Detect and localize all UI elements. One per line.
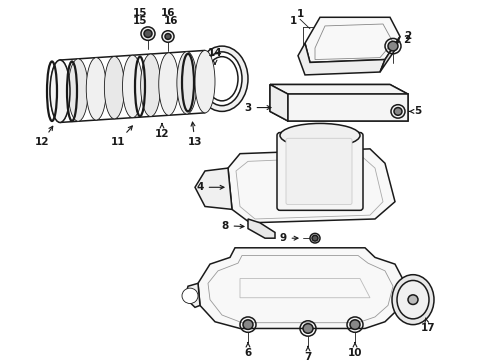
Polygon shape (270, 85, 288, 121)
Text: 15: 15 (133, 16, 147, 26)
Ellipse shape (195, 50, 215, 113)
Text: 14: 14 (208, 48, 222, 64)
Circle shape (144, 30, 152, 37)
Polygon shape (288, 94, 408, 121)
Polygon shape (380, 36, 400, 72)
Ellipse shape (159, 53, 179, 115)
Text: 12: 12 (155, 124, 169, 139)
Ellipse shape (141, 54, 161, 116)
Circle shape (141, 27, 155, 40)
Circle shape (394, 108, 402, 115)
Text: 6: 6 (245, 343, 252, 359)
Ellipse shape (50, 60, 70, 122)
Polygon shape (248, 219, 275, 238)
Polygon shape (228, 149, 395, 223)
Circle shape (162, 31, 174, 42)
Polygon shape (298, 43, 385, 75)
Text: 7: 7 (304, 347, 312, 360)
Circle shape (350, 320, 360, 329)
Circle shape (388, 41, 398, 51)
Text: 16: 16 (161, 8, 175, 18)
Text: 16: 16 (164, 16, 178, 26)
Text: 9: 9 (279, 233, 298, 243)
Ellipse shape (122, 55, 143, 118)
Text: 10: 10 (348, 343, 362, 359)
Text: 2: 2 (404, 31, 412, 41)
Text: 3: 3 (245, 103, 271, 113)
Ellipse shape (104, 57, 124, 119)
Circle shape (243, 320, 253, 329)
Text: 2: 2 (403, 35, 411, 45)
Ellipse shape (177, 51, 197, 114)
FancyBboxPatch shape (277, 132, 363, 210)
Text: 1: 1 (296, 9, 304, 19)
Ellipse shape (397, 280, 429, 319)
Ellipse shape (50, 60, 70, 122)
Polygon shape (270, 85, 408, 94)
Text: 11: 11 (111, 126, 132, 147)
Ellipse shape (86, 58, 106, 120)
Ellipse shape (392, 275, 434, 325)
Ellipse shape (202, 52, 242, 105)
Text: 15: 15 (133, 8, 147, 18)
Circle shape (182, 288, 198, 303)
Circle shape (312, 235, 318, 241)
FancyBboxPatch shape (286, 138, 352, 204)
Text: 13: 13 (188, 122, 202, 147)
Polygon shape (305, 17, 400, 62)
Circle shape (165, 33, 171, 39)
Polygon shape (195, 168, 232, 210)
Text: 5: 5 (409, 107, 421, 116)
Ellipse shape (68, 59, 88, 121)
Text: 8: 8 (221, 221, 244, 231)
Ellipse shape (280, 123, 360, 148)
Text: 12: 12 (35, 126, 53, 147)
Text: 17: 17 (421, 318, 435, 333)
Polygon shape (198, 248, 405, 328)
Circle shape (303, 324, 313, 333)
Circle shape (310, 233, 320, 243)
Ellipse shape (196, 46, 248, 111)
Circle shape (408, 295, 418, 305)
Polygon shape (185, 283, 200, 307)
Text: 4: 4 (196, 182, 224, 192)
Text: 1: 1 (290, 16, 296, 26)
